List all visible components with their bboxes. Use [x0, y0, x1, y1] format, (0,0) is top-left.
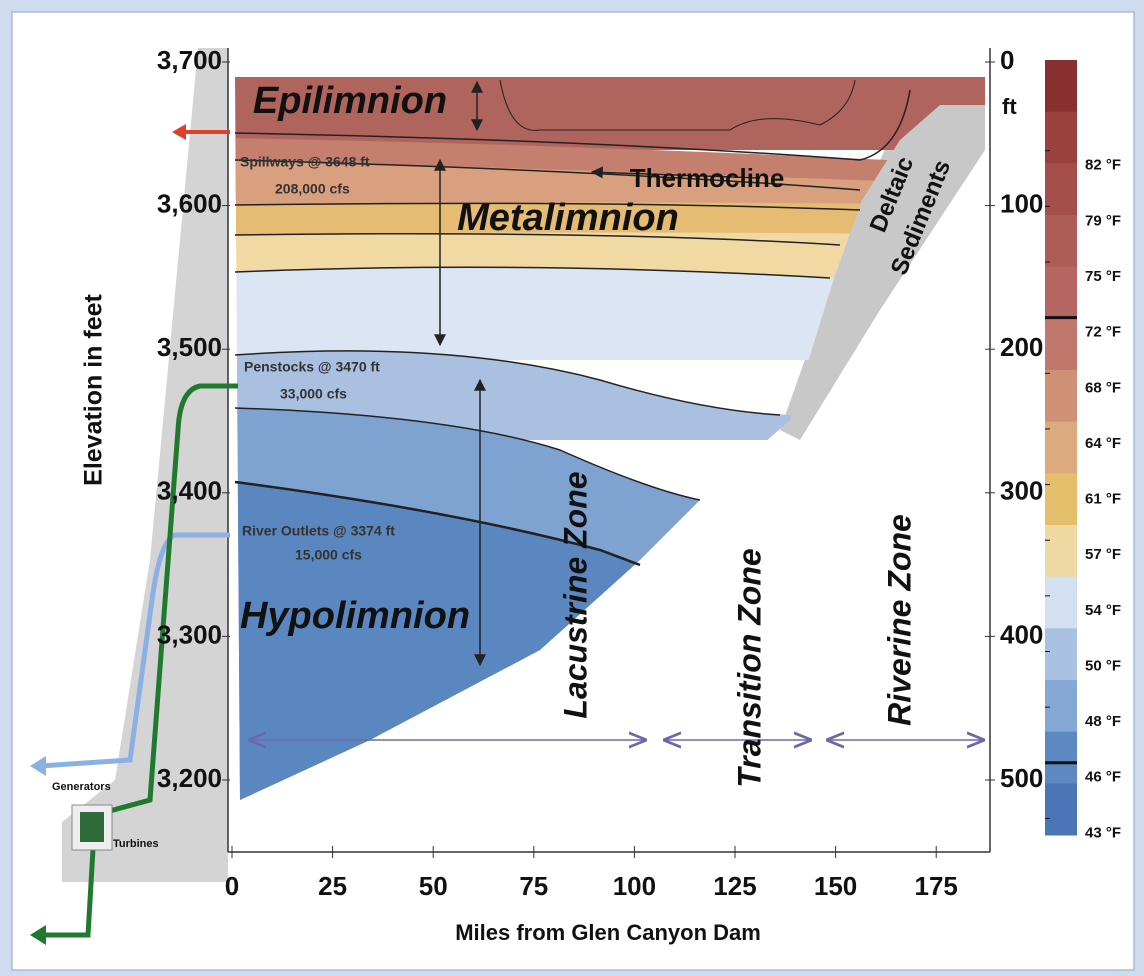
x-tick-label: 75 — [519, 871, 548, 901]
colorbar-band — [1045, 370, 1077, 422]
legend-label: 61 °F — [1085, 491, 1121, 508]
legend-label: 50 °F — [1085, 657, 1121, 674]
layer-label: Hypolimnion — [240, 595, 470, 637]
x-tick-label: 175 — [915, 871, 958, 901]
colorbar-band — [1045, 628, 1077, 680]
legend-label: 64 °F — [1085, 435, 1121, 452]
right-tick-label: 400 — [1000, 619, 1043, 649]
plant-label: Generators — [52, 781, 111, 793]
outlet-flow: 33,000 cfs — [280, 386, 347, 402]
y-tick-label: 3,700 — [157, 45, 222, 75]
right-axis-unit: ft — [1002, 94, 1017, 119]
legend-label: 46 °F — [1085, 769, 1121, 786]
outlet-flow: 208,000 cfs — [275, 181, 350, 197]
colorbar-band — [1045, 60, 1077, 112]
outlet-name: Penstocks @ 3470 ft — [244, 359, 380, 375]
x-axis-label: Miles from Glen Canyon Dam — [455, 920, 761, 945]
colorbar-band — [1045, 215, 1077, 267]
x-tick-label: 0 — [225, 871, 239, 901]
colorbar-band — [1045, 577, 1077, 629]
layer-label: Metalimnion — [457, 197, 679, 239]
y-tick-label: 3,500 — [157, 332, 222, 362]
right-tick-label: 500 — [1000, 763, 1043, 793]
legend-label: 82 °F — [1085, 157, 1121, 174]
figure: 82 °F 79 °F 75 °F 72 °F 68 °F 64 °F 61 °F 57 °F… — [0, 0, 1144, 976]
colorbar-band — [1045, 732, 1077, 784]
turbine — [80, 812, 104, 842]
outlet-name: Spillways @ 3648 ft — [240, 154, 370, 170]
x-tick-label: 125 — [713, 871, 756, 901]
plant-label: Turbines — [113, 838, 159, 850]
colorbar-band — [1045, 267, 1077, 319]
y-tick-label: 3,600 — [157, 188, 222, 218]
colorbar-band — [1045, 783, 1077, 835]
thermocline-label: Thermocline — [630, 163, 785, 193]
legend-label: 72 °F — [1085, 324, 1121, 341]
legend-label: 68 °F — [1085, 379, 1121, 396]
colorbar-band — [1045, 422, 1077, 474]
legend-label: 43 °F — [1085, 824, 1121, 841]
y-tick-label: 3,400 — [157, 476, 222, 506]
layer-label: Epilimnion — [253, 80, 447, 122]
colorbar-band — [1045, 163, 1077, 215]
legend-label: 79 °F — [1085, 212, 1121, 229]
outlet-name: River Outlets @ 3374 ft — [242, 523, 395, 539]
x-tick-label: 100 — [613, 871, 656, 901]
y-tick-label: 3,200 — [157, 763, 222, 793]
x-tick-label: 150 — [814, 871, 857, 901]
colorbar-band — [1045, 525, 1077, 577]
x-tick-label: 50 — [419, 871, 448, 901]
right-tick-label: 300 — [1000, 476, 1043, 506]
outlet-flow: 15,000 cfs — [295, 547, 362, 563]
y-tick-label: 3,300 — [157, 619, 222, 649]
legend-label: 75 °F — [1085, 268, 1121, 285]
y-axis-label: Elevation in feet — [80, 293, 108, 485]
legend-label: 48 °F — [1085, 713, 1121, 730]
right-tick-label: 200 — [1000, 332, 1043, 362]
colorbar-band — [1045, 680, 1077, 732]
x-tick-label: 25 — [318, 871, 347, 901]
colorbar-band — [1045, 112, 1077, 164]
right-tick-label: 100 — [1000, 188, 1043, 218]
legend-label: 54 °F — [1085, 602, 1121, 619]
legend-label: 57 °F — [1085, 546, 1121, 563]
zone-label: Lacustrine Zone — [557, 471, 593, 718]
zone-label: Riverine Zone — [881, 514, 917, 726]
right-tick-label: 0 — [1000, 45, 1014, 75]
colorbar-band — [1045, 473, 1077, 525]
colorbar-band — [1045, 318, 1077, 370]
zone-label: Transition Zone — [731, 548, 767, 787]
